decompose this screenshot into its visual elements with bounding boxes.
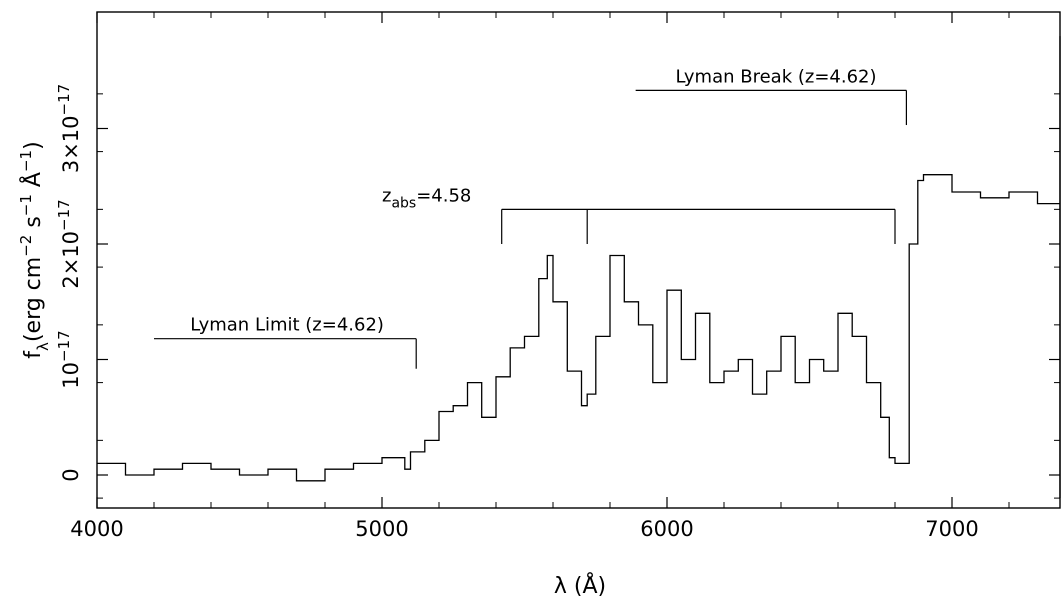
x-tick-label: 7000	[925, 517, 978, 541]
y-tick-exponent: −17	[55, 199, 73, 231]
x-tick-label: 4000	[70, 517, 123, 541]
x-tick-label: 6000	[640, 517, 693, 541]
lyman-break-label: Lyman Break (z=4.62)	[676, 66, 877, 87]
z-abs-rest: =4.58	[416, 185, 471, 206]
y-label-exp3: −1	[17, 150, 35, 172]
y-label-base: f	[21, 350, 46, 359]
z-abs-label: zabs=4.58	[382, 185, 471, 211]
y-label-exp1: −2	[17, 235, 35, 257]
y-tick-label: 10−17	[55, 330, 83, 388]
x-axis-label: λ (Å)	[554, 572, 606, 599]
y-tick-mantissa: 0	[59, 468, 83, 481]
y-label-sub: λ	[34, 342, 52, 351]
spectrum-series	[97, 36, 1061, 499]
y-tick-label: 3×10−17	[55, 84, 83, 173]
y-tick-mantissa: 2×10	[59, 231, 83, 289]
plot-border	[96, 11, 1061, 509]
spectrum-line	[97, 36, 1061, 499]
y-axis-label: fλ(erg cm−2 s−1 Å−1)	[17, 141, 52, 358]
y-tick-mantissa: 10	[59, 362, 83, 389]
y-label-s: s	[21, 216, 46, 234]
x-tick-label: 5000	[355, 517, 408, 541]
y-tick-exponent: −17	[55, 84, 73, 116]
z-abs-sub: abs	[391, 195, 416, 211]
y-tick-label: 2×10−17	[55, 199, 83, 288]
x-axis-ticks: 400050006000700080009000	[70, 12, 1010, 541]
y-label-close: )	[21, 141, 46, 150]
y-tick-exponent: −17	[55, 330, 73, 362]
lyman-limit-label: Lyman Limit (z=4.62)	[190, 315, 384, 336]
annotations: Lyman Limit (z=4.62) Lyman Break (z=4.62)…	[154, 66, 908, 369]
y-label-units: (erg cm	[21, 257, 46, 342]
y-tick-mantissa: 3×10	[59, 115, 83, 173]
plot-frame	[96, 11, 1061, 509]
y-label-ang: Å	[19, 172, 46, 194]
y-axis-ticks: 010−172×10−173×10−17	[55, 84, 1060, 499]
y-tick-label: 0	[59, 468, 83, 481]
y-label-exp2: −1	[17, 194, 35, 216]
z-abs-main: z	[382, 185, 391, 206]
